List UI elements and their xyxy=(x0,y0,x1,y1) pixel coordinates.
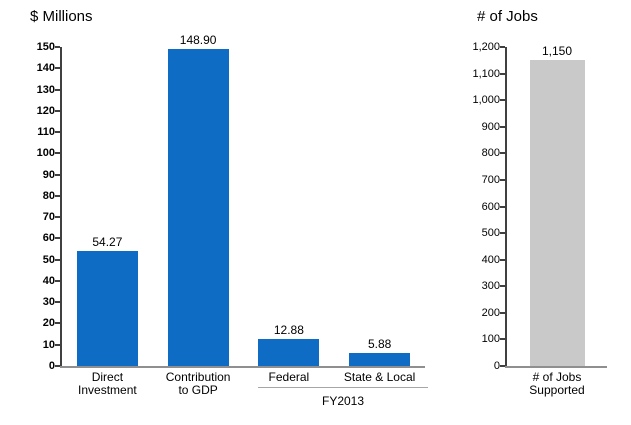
y-axis-tick xyxy=(55,216,60,219)
bar-value-label: 5.88 xyxy=(367,337,392,352)
y-axis-tick-label: 1,000 xyxy=(472,94,500,107)
y-axis-tick-label: 1,100 xyxy=(472,67,500,80)
y-axis-tick xyxy=(500,365,505,367)
y-axis-tick-label: 10 xyxy=(42,338,55,351)
left-chart-title: $ Millions xyxy=(30,8,93,25)
y-axis-tick xyxy=(55,67,60,70)
y-axis-tick xyxy=(55,109,60,112)
y-axis-tick xyxy=(55,173,60,176)
y-axis-tick-label: 200 xyxy=(481,306,500,319)
y-axis-tick xyxy=(55,365,60,367)
y-axis-tick-label: 60 xyxy=(42,232,55,245)
y-axis-tick-label: 0 xyxy=(493,360,500,372)
y-axis-tick-label: 500 xyxy=(481,227,500,240)
y-axis-tick xyxy=(500,46,505,48)
y-axis-line xyxy=(60,47,62,368)
y-axis-tick-label: 20 xyxy=(42,317,55,330)
y-axis-tick xyxy=(55,237,60,240)
y-axis-tick xyxy=(500,311,505,314)
y-axis-tick xyxy=(55,301,60,304)
bar xyxy=(529,60,585,366)
y-axis-tick xyxy=(500,178,505,181)
y-axis-tick xyxy=(55,343,60,346)
x-axis-line xyxy=(505,366,607,368)
bar xyxy=(349,353,411,366)
y-axis-line xyxy=(505,47,507,368)
y-axis-tick xyxy=(500,338,505,341)
bar-value-label: 12.88 xyxy=(273,322,304,337)
bar-value-label: 148.90 xyxy=(179,33,217,48)
y-axis-tick-label: 70 xyxy=(42,211,55,224)
y-axis-tick xyxy=(55,258,60,261)
y-axis-tick-label: 110 xyxy=(37,126,55,139)
y-axis-tick-label: 300 xyxy=(481,280,500,293)
y-axis-tick-label: 130 xyxy=(36,83,55,96)
y-axis-tick xyxy=(55,279,60,282)
y-axis-tick xyxy=(500,72,505,75)
y-axis-tick xyxy=(55,322,60,325)
y-axis-tick-label: 90 xyxy=(42,168,55,181)
y-axis-tick-label: 700 xyxy=(481,173,500,186)
y-axis-tick-label: 100 xyxy=(481,333,500,346)
bar xyxy=(258,338,320,366)
y-axis-tick-label: 150 xyxy=(36,41,55,53)
bar-value-label: 1,150 xyxy=(541,44,573,59)
group-label: FY2013 xyxy=(321,394,365,408)
y-axis-tick-label: 400 xyxy=(481,253,500,266)
y-axis-tick-label: 800 xyxy=(481,147,500,160)
y-axis-tick-label: 50 xyxy=(42,253,55,266)
y-axis-tick-label: 120 xyxy=(36,104,55,117)
y-axis-tick-label: 30 xyxy=(42,296,55,309)
y-axis-tick xyxy=(55,131,60,134)
y-axis-tick xyxy=(500,205,505,208)
category-label: # of Jobs Supported xyxy=(529,370,585,397)
y-axis-tick-label: 140 xyxy=(36,62,55,75)
y-axis-tick xyxy=(55,152,60,155)
y-axis-tick-label: 80 xyxy=(42,189,55,202)
y-axis-tick xyxy=(55,88,60,91)
y-axis-tick xyxy=(500,152,505,155)
y-axis-tick-label: 900 xyxy=(481,120,500,133)
x-axis-line xyxy=(60,366,425,368)
y-axis-tick xyxy=(500,258,505,261)
y-axis-tick-label: 0 xyxy=(48,360,55,372)
y-axis-tick-label: 600 xyxy=(481,200,500,213)
y-axis-tick xyxy=(55,46,60,48)
y-axis-tick-label: 1,200 xyxy=(472,41,500,53)
y-axis-tick xyxy=(55,194,60,197)
bar xyxy=(167,49,229,366)
category-label: Direct Investment xyxy=(78,370,137,397)
category-label: State & Local xyxy=(343,370,416,384)
bar-value-label: 54.27 xyxy=(92,234,123,249)
group-underline xyxy=(258,387,428,388)
y-axis-tick-label: 40 xyxy=(42,274,55,287)
y-axis-tick-label: 100 xyxy=(36,147,55,160)
category-label: Federal xyxy=(268,370,310,384)
right-chart-title: # of Jobs xyxy=(477,8,538,25)
y-axis-tick xyxy=(500,125,505,128)
y-axis-tick xyxy=(500,99,505,102)
bar xyxy=(76,250,138,366)
y-axis-tick xyxy=(500,232,505,235)
y-axis-tick xyxy=(500,285,505,288)
category-label: Contribution to GDP xyxy=(165,370,231,397)
